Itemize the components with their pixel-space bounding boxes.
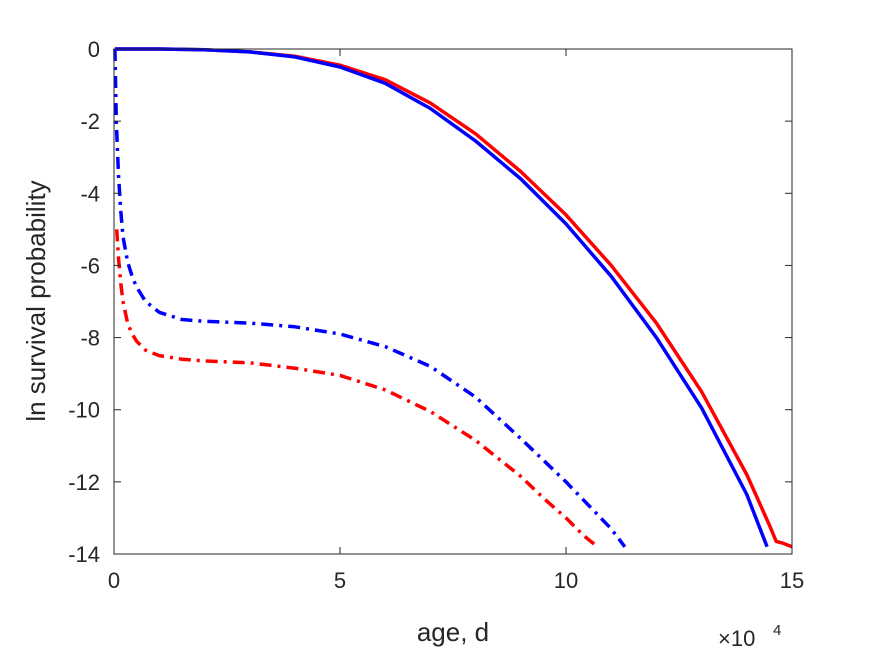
y-tick-label: -12 [68,470,100,495]
y-tick-label: -2 [80,109,100,134]
x-tick-label: 15 [780,568,804,593]
series-line-1 [114,47,769,548]
y-tick-label: -6 [80,253,100,278]
plot-background [114,49,792,554]
y-axis: 0 -2 -4 -6 -8 -10 -12 -14 [68,37,792,567]
series-layer [113,47,793,549]
y-tick-label: 0 [88,37,100,62]
y-tick-label: -4 [80,181,100,206]
x-axis: 0 5 10 15 [108,49,804,593]
x-axis-label: age, d [417,617,489,647]
y-tick-label: -8 [80,326,100,351]
x-exponent-power: 4 [773,622,781,639]
x-tick-label: 5 [334,568,346,593]
x-tick-label: 10 [554,568,578,593]
series-line-3 [114,229,599,549]
y-tick-label: -14 [68,542,100,567]
x-exponent: ×10 4 [718,622,781,651]
plot-area [113,47,793,555]
x-tick-label: 0 [108,568,120,593]
y-tick-label: -10 [68,398,100,423]
x-exponent-base: ×10 [718,626,755,651]
plot-frame [113,48,793,555]
y-axis-label: ln survival probability [21,180,51,421]
